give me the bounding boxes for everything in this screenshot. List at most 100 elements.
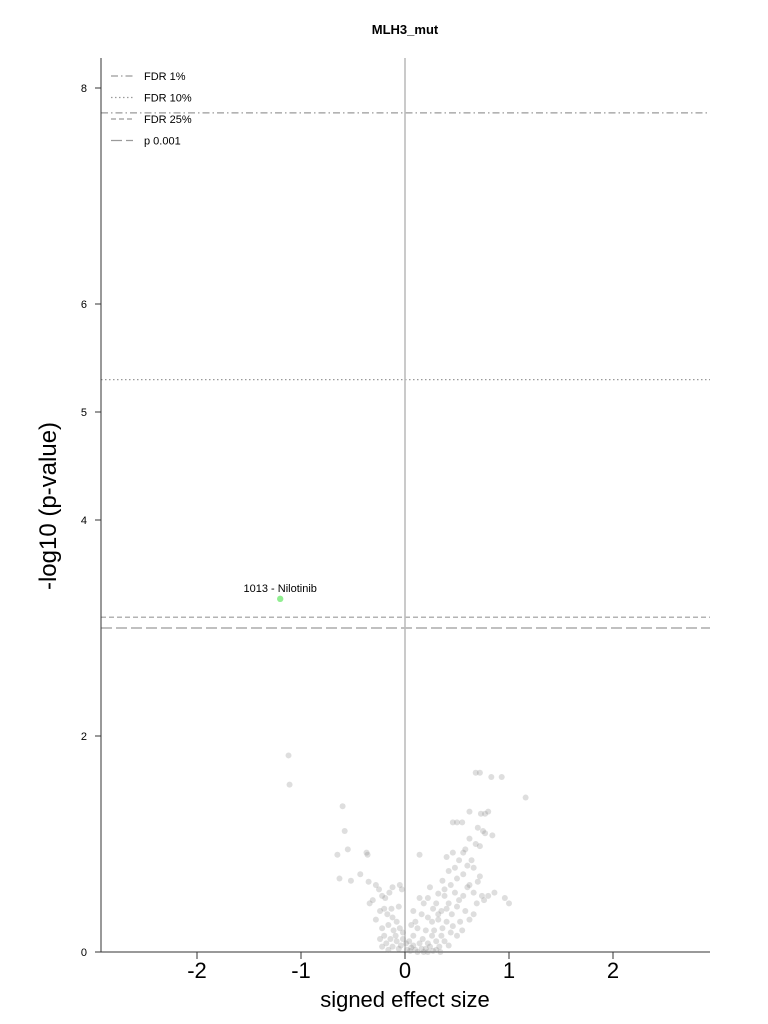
data-point-37 (397, 942, 404, 949)
data-point-135 (424, 949, 431, 955)
data-point-16 (369, 897, 376, 904)
data-point-21 (398, 886, 405, 893)
data-point-75 (466, 882, 473, 889)
y-tick-label-3: 5 (81, 407, 87, 419)
data-point-131 (414, 949, 421, 955)
data-point-13 (376, 886, 382, 893)
data-point-98 (506, 900, 512, 907)
data-point-76 (454, 875, 460, 882)
data-point-3 (341, 828, 348, 835)
data-point-92 (424, 895, 431, 901)
data-point-50 (498, 774, 505, 781)
data-point-103 (424, 914, 431, 921)
data-point-22 (381, 905, 388, 912)
x-tick-label-3: 1 (503, 958, 515, 983)
data-point-67 (456, 857, 463, 864)
data-point-102 (435, 916, 442, 923)
highlight-label: 1013 - Nilotinib (244, 583, 317, 595)
data-point-109 (431, 927, 438, 934)
data-point-151 (410, 907, 417, 914)
data-point-10 (357, 871, 364, 878)
y-tick-label-1: 2 (81, 731, 87, 743)
data-point-107 (414, 925, 421, 932)
data-point-27 (393, 918, 400, 925)
y-tick-label-4: 6 (81, 299, 87, 311)
data-point-70 (464, 862, 471, 869)
data-point-91 (433, 900, 440, 907)
data-point-52 (466, 808, 473, 815)
data-point-49 (488, 774, 495, 781)
data-point-129 (445, 942, 452, 949)
data-point-61 (482, 830, 489, 837)
data-point-128 (436, 943, 443, 950)
data-point-73 (476, 873, 483, 880)
data-point-36 (383, 940, 390, 947)
data-point-147 (441, 892, 448, 899)
data-point-126 (412, 946, 419, 953)
data-point-119 (433, 938, 440, 945)
data-point-93 (430, 905, 437, 912)
data-point-14 (379, 892, 386, 899)
data-point-105 (412, 918, 419, 925)
data-point-118 (424, 940, 431, 947)
data-point-140 (459, 927, 466, 934)
data-point-81 (451, 889, 458, 896)
data-point-79 (441, 886, 448, 893)
data-point-43 (392, 932, 399, 939)
data-point-89 (456, 897, 463, 904)
data-point-86 (491, 889, 498, 896)
data-point-38 (389, 943, 396, 950)
chart-title: MLH3_mut (372, 22, 439, 37)
data-point-24 (384, 911, 391, 918)
data-point-44 (377, 936, 384, 943)
highlight-point (277, 595, 284, 603)
data-point-138 (438, 932, 445, 939)
data-point-30 (379, 925, 386, 932)
data-point-54 (482, 810, 489, 817)
data-point-15 (382, 895, 389, 901)
x-tick-label-2: 0 (399, 958, 411, 983)
data-point-26 (372, 916, 379, 923)
data-point-19 (389, 884, 396, 891)
data-point-74 (474, 878, 481, 885)
data-point-96 (462, 907, 469, 914)
y-tick-label-2: 4 (81, 515, 87, 527)
data-point-53 (477, 810, 484, 817)
data-point-145 (445, 868, 452, 874)
legend-label-2: FDR 25% (144, 114, 192, 126)
data-point-146 (451, 864, 458, 871)
data-point-143 (470, 911, 477, 918)
data-point-46 (395, 903, 402, 910)
legend-label-3: p 0.001 (144, 136, 181, 148)
data-point-33 (381, 932, 388, 939)
data-point-155 (468, 857, 475, 864)
data-point-57 (459, 819, 466, 826)
data-point-40 (379, 943, 386, 950)
x-tick-label-1: -1 (291, 958, 311, 983)
data-point-56 (454, 819, 460, 826)
data-point-31 (390, 927, 397, 934)
data-point-23 (377, 907, 384, 914)
data-point-8 (363, 849, 370, 856)
data-point-88 (473, 900, 480, 907)
data-point-63 (472, 841, 479, 847)
data-point-1 (286, 781, 293, 788)
data-point-80 (435, 890, 442, 897)
data-point-18 (386, 889, 393, 896)
data-point-132 (407, 947, 414, 954)
data-point-12 (372, 882, 379, 889)
x-axis-label: signed effect size (320, 987, 490, 1012)
data-point-69 (416, 851, 423, 858)
data-point-99 (466, 916, 473, 923)
legend-label-1: FDR 10% (144, 93, 192, 105)
data-point-113 (429, 932, 436, 939)
data-point-25 (389, 914, 396, 921)
data-point-90 (445, 900, 452, 907)
data-points (285, 752, 529, 955)
legend: FDR 1% FDR 10% FDR 25% p 0.001 (111, 71, 192, 148)
data-point-83 (470, 889, 477, 896)
data-point-6 (336, 875, 343, 882)
data-point-87 (481, 897, 488, 904)
data-point-104 (418, 911, 425, 918)
